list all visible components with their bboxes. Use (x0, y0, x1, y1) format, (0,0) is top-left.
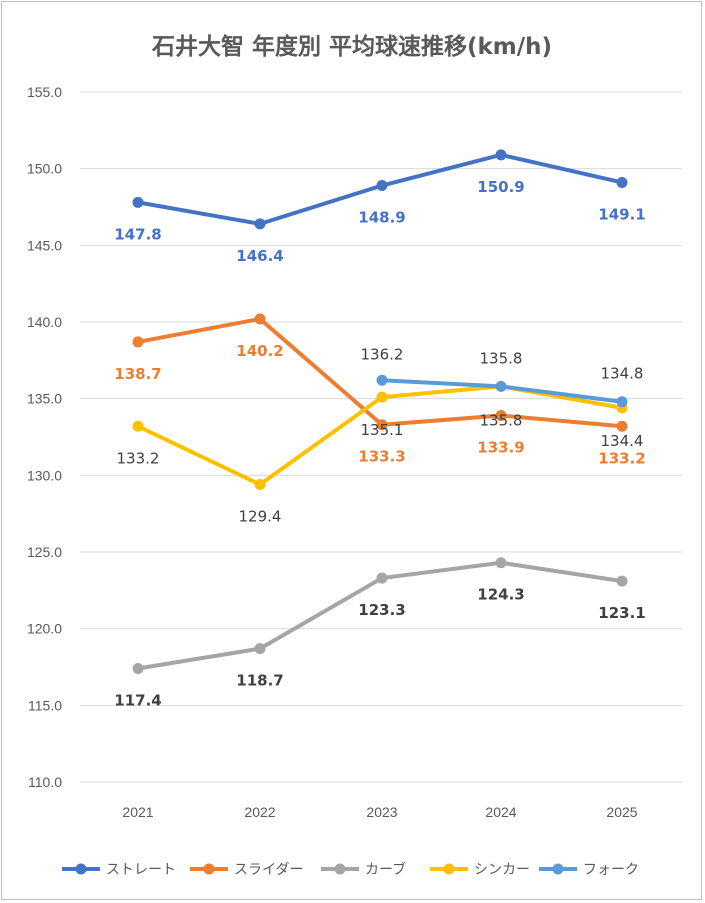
y-tick-label: 125.0 (27, 544, 62, 560)
legend-item: カーブ (321, 861, 406, 878)
legend-label: カーブ (365, 861, 406, 878)
data-point (616, 575, 628, 587)
data-point (495, 410, 507, 422)
data-point (132, 336, 144, 348)
x-tick-label: 2024 (485, 804, 516, 820)
legend-marker (203, 863, 215, 875)
data-label: 138.7 (114, 365, 161, 383)
y-tick-label: 130.0 (27, 467, 62, 483)
y-tick-label: 115.0 (28, 697, 62, 713)
data-label: 140.2 (236, 342, 283, 360)
y-axis: 110.0 115.0 120.0 125.0 130.0 135.0 140.0 145.0… (27, 84, 62, 790)
y-tick-label: 110.0 (28, 774, 62, 790)
data-label: 150.9 (477, 178, 524, 196)
data-point (376, 572, 388, 584)
data-label: 146.4 (236, 247, 283, 265)
data-label: 148.9 (358, 209, 405, 227)
legend: ストレート スライダー カーブ シンカー フォーク (62, 861, 639, 878)
legend-label: スライダー (234, 862, 303, 878)
data-label: 135.8 (480, 411, 523, 429)
y-tick-label: 155.0 (27, 84, 62, 100)
data-label: 124.3 (477, 586, 524, 604)
legend-marker (75, 863, 87, 875)
data-label: 149.1 (598, 205, 645, 223)
data-label: 123.3 (358, 601, 405, 619)
series-group (132, 149, 628, 675)
data-label: 118.7 (236, 672, 283, 690)
data-point (495, 557, 507, 569)
data-label: 129.4 (239, 508, 282, 526)
data-label: 133.2 (598, 449, 645, 467)
data-point (132, 196, 144, 208)
data-point (376, 180, 388, 192)
data-point (132, 663, 144, 675)
data-label: 133.2 (117, 449, 160, 467)
data-label: 133.3 (358, 448, 405, 466)
data-label: 134.8 (601, 365, 644, 383)
x-axis: 2021 2022 2023 2024 2025 (122, 804, 637, 820)
data-label: 117.4 (114, 692, 161, 710)
series-2 (132, 313, 628, 432)
series-1 (132, 149, 628, 230)
series-line (136, 316, 624, 429)
y-tick-label: 145.0 (27, 237, 62, 253)
data-point (254, 218, 266, 230)
data-point (616, 396, 628, 408)
data-point (495, 149, 507, 161)
chart-title: 石井大智 年度別 平均球速推移(km/h) (151, 33, 552, 60)
legend-label: ストレート (106, 862, 176, 878)
legend-item: ストレート (62, 862, 176, 878)
data-label: 123.1 (598, 604, 645, 622)
series-3 (132, 557, 628, 675)
data-point (254, 313, 266, 325)
legend-item: フォーク (539, 862, 639, 878)
legend-marker (443, 863, 455, 875)
y-tick-label: 120.0 (27, 621, 62, 637)
series-5 (376, 374, 628, 408)
data-point (254, 479, 266, 491)
legend-item: シンカー (430, 862, 530, 878)
legend-label: フォーク (583, 862, 639, 878)
data-label: 147.8 (114, 225, 161, 243)
data-point (376, 374, 388, 386)
data-point (616, 420, 628, 432)
y-tick-label: 135.0 (27, 391, 62, 407)
data-labels: 147.8 146.4 148.9 150.9 149.1 138.7 140.2 133.3… (114, 178, 645, 710)
data-point (495, 380, 507, 392)
legend-item: スライダー (190, 862, 303, 878)
legend-marker (552, 863, 564, 875)
x-tick-label: 2021 (122, 804, 153, 820)
data-label: 135.8 (480, 349, 523, 367)
data-point (376, 391, 388, 403)
data-label: 134.4 (601, 432, 644, 450)
legend-marker (334, 863, 346, 875)
x-tick-label: 2023 (366, 804, 397, 820)
data-point (254, 643, 266, 655)
legend-label: シンカー (474, 862, 530, 878)
y-tick-label: 140.0 (27, 314, 62, 330)
data-label: 133.9 (477, 439, 524, 457)
data-point (376, 419, 388, 431)
x-tick-label: 2025 (606, 804, 637, 820)
data-point (132, 420, 144, 432)
data-label: 136.2 (361, 345, 404, 363)
data-label: 135.1 (361, 421, 404, 439)
y-tick-label: 150.0 (27, 161, 62, 177)
data-point (616, 176, 628, 188)
x-tick-label: 2022 (244, 804, 275, 820)
